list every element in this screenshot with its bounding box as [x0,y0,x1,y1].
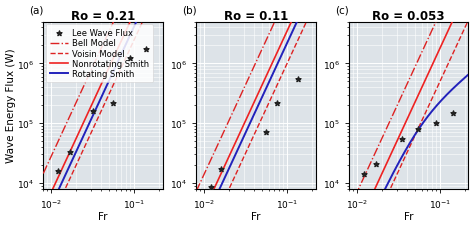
Point [415,128,422,131]
Line: Voisin Model: Voisin Model [43,0,163,227]
Nonrotating Smith [40,208,46,211]
Line: Bell Model: Bell Model [43,0,163,174]
Point [432,122,440,125]
Point [360,173,367,176]
Bell Model [111,20,117,23]
Rotating Smith [40,221,46,224]
Rotating Smith [41,220,46,223]
Point [217,168,225,171]
X-axis label: Fr: Fr [251,212,261,222]
Voisin Model [149,2,155,5]
Title: Ro = 0.11: Ro = 0.11 [224,10,288,22]
Bell Model [40,172,46,175]
Lee Wave Flux [109,101,117,105]
Lee Wave Flux [54,170,62,173]
Text: (a): (a) [29,6,43,16]
Rotating Smith [113,64,119,67]
Legend: Lee Wave Flux, Bell Model, Voisin Model, Nonrotating Smith, Rotating Smith: Lee Wave Flux, Bell Model, Voisin Model,… [46,25,153,83]
Point [373,162,380,166]
Lee Wave Flux [67,150,74,154]
Nonrotating Smith [41,207,46,210]
Nonrotating Smith [111,55,117,58]
Lee Wave Flux [143,48,150,52]
Bell Model [41,172,46,174]
Point [294,78,302,81]
Voisin Model [111,83,117,85]
Y-axis label: Wave Energy Flux (W): Wave Energy Flux (W) [6,49,16,163]
Voisin Model [141,18,147,21]
Text: (c): (c) [335,6,348,16]
Rotating Smith [111,69,117,71]
Bell Model [113,15,119,18]
X-axis label: Fr: Fr [404,212,413,222]
Point [273,101,281,105]
Voisin Model [113,78,119,80]
Nonrotating Smith [111,56,117,59]
Lee Wave Flux [90,110,97,113]
Nonrotating Smith [113,51,119,54]
Lee Wave Flux [127,57,134,60]
Point [450,111,457,115]
Title: Ro = 0.053: Ro = 0.053 [373,10,445,22]
Bell Model [111,20,117,22]
Text: (b): (b) [182,6,196,16]
Point [207,185,215,189]
Title: Ro = 0.21: Ro = 0.21 [71,10,135,22]
X-axis label: Fr: Fr [98,212,108,222]
Rotating Smith [111,69,117,72]
Voisin Model [111,82,117,85]
Point [399,137,406,141]
Line: Nonrotating Smith: Nonrotating Smith [43,0,163,210]
Point [262,131,269,135]
Line: Rotating Smith: Rotating Smith [43,0,163,223]
Rotating Smith [141,5,147,8]
